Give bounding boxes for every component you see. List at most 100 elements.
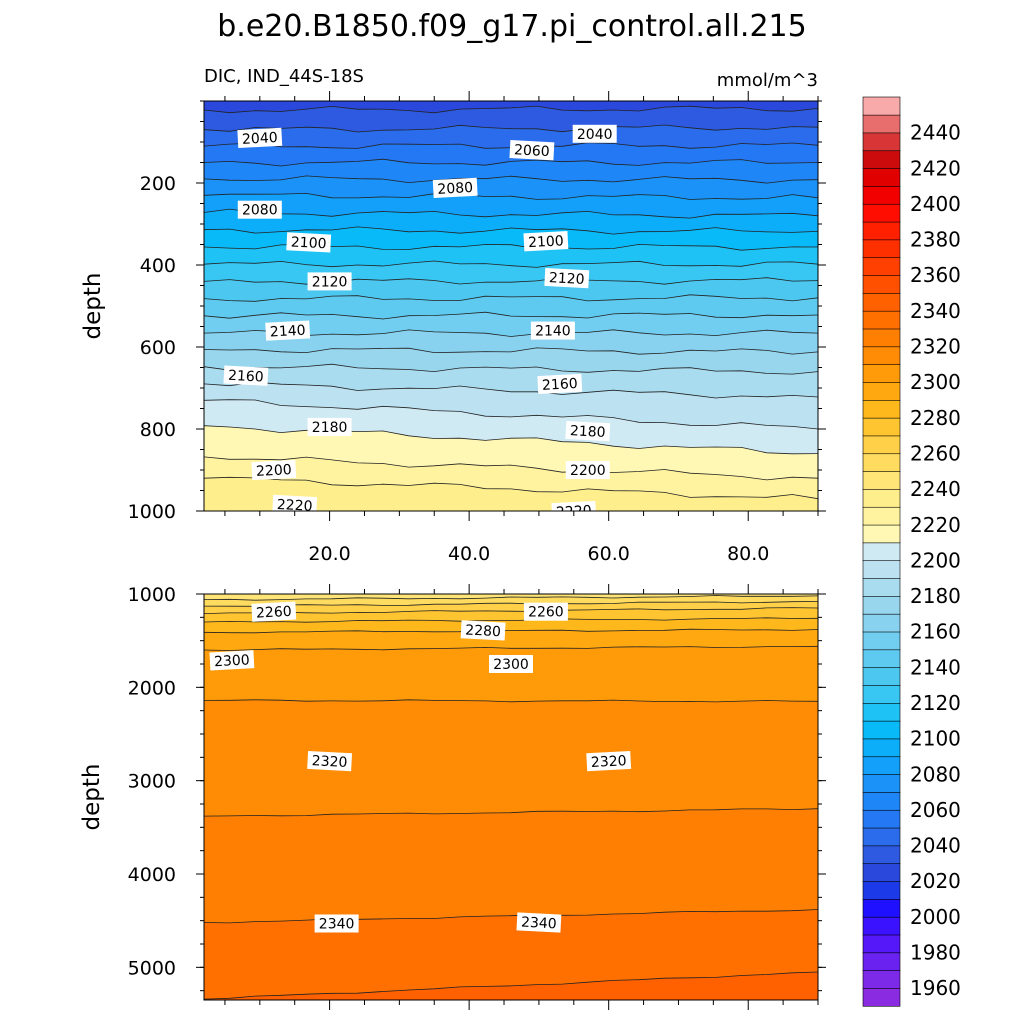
contour-label: 2100 [286, 232, 332, 253]
contour-label: 2220 [551, 500, 597, 511]
contour-label-text: 2220 [276, 497, 312, 515]
units-label: mmol/m^3 [717, 70, 818, 91]
colorbar-box [862, 916, 901, 936]
y-tick-label: 800 [140, 419, 176, 441]
colorbar-tick-label: 2400 [910, 192, 961, 216]
x-tick-label: 20.0 [308, 543, 350, 565]
contour-label-text: 2320 [591, 753, 627, 771]
y-tick-label: 1000 [128, 501, 176, 523]
contour-line [204, 645, 818, 651]
contour-line [204, 124, 818, 133]
contour-label: 2200 [251, 459, 297, 481]
colorbar-box [862, 756, 901, 775]
contour-label: 2180 [307, 417, 352, 436]
colorbar-box [862, 684, 901, 704]
contour-line [204, 175, 818, 184]
contour-label-text: 2180 [312, 420, 348, 436]
contour-line [204, 456, 818, 481]
colorbar-box [862, 845, 901, 865]
contour-label: 2340 [516, 912, 562, 933]
contour-label: 2260 [251, 601, 297, 622]
colorbar-box [862, 560, 901, 579]
colorbar-box [862, 934, 901, 954]
colorbar-box [862, 221, 901, 241]
contour-line [204, 192, 818, 200]
contour-band [204, 1004, 818, 1020]
contour-label-text: 2160 [542, 376, 578, 394]
colorbar: 1960 1980 2000 2020 2040 2060 2080 2100 2120 2140… [862, 96, 961, 1007]
contour-line [204, 277, 818, 285]
colorbar-box [862, 328, 901, 348]
contour-label-text: 2080 [437, 180, 473, 198]
colorbar-box [862, 470, 901, 490]
contour-label: 2300 [489, 655, 533, 673]
contour-label-text: 2100 [290, 234, 326, 252]
colorbar-box [862, 364, 901, 383]
contour-line [204, 607, 818, 614]
colorbar-box [862, 435, 901, 455]
colorbar-tick-label: 2200 [910, 548, 961, 572]
upper-panel: 2040 2040 2060 2080 2080 2100 2100 2120 2120 2140… [80, 91, 826, 565]
contour-label: 2300 [209, 650, 255, 671]
colorbar-box [862, 898, 901, 918]
colorbar-tick-label: 2000 [910, 905, 961, 929]
colorbar-tick-label: 2060 [910, 798, 961, 822]
contour-line [204, 294, 818, 302]
contour-label-text: 2160 [228, 368, 264, 386]
colorbar-box [862, 506, 901, 526]
colorbar-tick-label: 2340 [910, 299, 961, 323]
contour-line [204, 909, 818, 924]
colorbar-tick-label: 2140 [910, 655, 961, 679]
colorbar-tick-label: 1980 [910, 941, 961, 965]
colorbar-tick-label: 2380 [910, 228, 961, 252]
contour-label: 2040 [572, 124, 617, 143]
contour-label-text: 2300 [214, 652, 250, 670]
y-tick-label: 1000 [128, 584, 176, 606]
colorbar-box [862, 150, 901, 169]
colorbar-box [862, 274, 901, 294]
colorbar-box [862, 257, 901, 276]
y-tick-label: 200 [140, 173, 176, 195]
contour-label-text: 2140 [270, 323, 306, 341]
contour-line [204, 158, 818, 167]
colorbar-box [862, 595, 901, 615]
contour-line [204, 628, 818, 634]
colorbar-box [862, 952, 901, 971]
contour-label: 2120 [544, 267, 590, 289]
contour-label: 2080 [237, 200, 282, 219]
contour-label: 2180 [565, 420, 611, 442]
contour-line [204, 617, 818, 623]
contour-label-text: 2320 [311, 753, 347, 771]
contour-line [204, 595, 818, 601]
colorbar-box [862, 631, 901, 651]
colorbar-box [862, 96, 901, 116]
x-tick-label: 60.0 [588, 543, 630, 565]
contour-label-text: 2040 [577, 127, 613, 143]
colorbar-box [862, 667, 901, 686]
colorbar-box [862, 132, 901, 152]
contour-label-text: 2100 [528, 233, 564, 251]
colorbar-tick-label: 2020 [910, 869, 961, 893]
contour-label-text: 2120 [549, 270, 585, 288]
y-tick-label: 2000 [128, 677, 176, 699]
colorbar-tick-label: 2240 [910, 477, 961, 501]
contour-label-text: 2080 [242, 203, 278, 219]
contour-line [204, 381, 818, 399]
contour-line [204, 260, 818, 268]
colorbar-tick-label: 2320 [910, 335, 961, 359]
contour-label-text: 2340 [319, 917, 355, 933]
contour-band [204, 477, 818, 511]
colorbar-box [862, 185, 901, 205]
colorbar-box [862, 702, 901, 722]
contour-label: 2080 [432, 177, 478, 199]
contour-line [204, 226, 818, 235]
contour-label: 2140 [265, 320, 311, 341]
colorbar-box [862, 577, 901, 597]
contour-label-text: 2300 [493, 657, 529, 673]
x-tick-label: 80.0 [727, 543, 769, 565]
colorbar-box [862, 346, 901, 365]
contour-line [204, 601, 818, 607]
contour-line [204, 105, 818, 114]
colorbar-box [862, 203, 901, 223]
contour-label-text: 2120 [312, 274, 348, 290]
